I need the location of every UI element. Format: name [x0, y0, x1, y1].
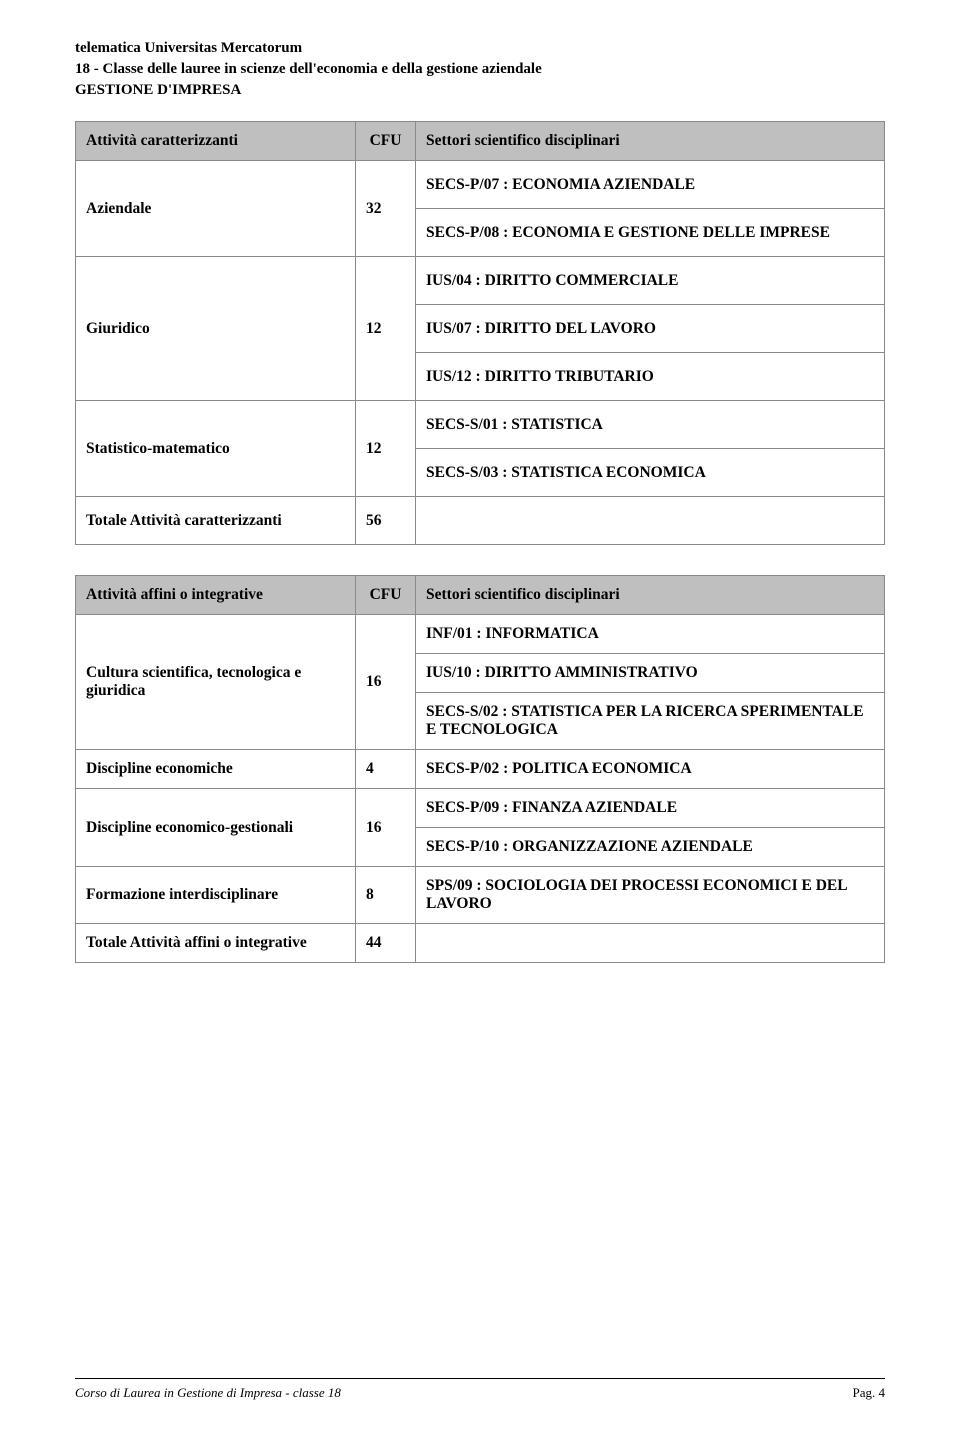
t2-r3-label: Discipline economico-gestionali	[76, 789, 356, 867]
t2-r2-s1: SECS-P/02 : POLITICA ECONOMICA	[416, 750, 885, 789]
t2-r3-cfu: 16	[356, 789, 416, 867]
t2-total-empty	[416, 924, 885, 963]
t2-r1-s3: SECS-S/02 : STATISTICA PER LA RICERCA SP…	[416, 693, 885, 750]
t2-total-label: Totale Attività affini o integrative	[76, 924, 356, 963]
t1-r3-label: Statistico-matematico	[76, 401, 356, 497]
t2-r1-s1: INF/01 : INFORMATICA	[416, 615, 885, 654]
t1-r1-s2: SECS-P/08 : ECONOMIA E GESTIONE DELLE IM…	[416, 209, 885, 257]
t1-header-attivita: Attività caratterizzanti	[76, 122, 356, 161]
t1-r2-s3: IUS/12 : DIRITTO TRIBUTARIO	[416, 353, 885, 401]
t1-r1-label: Aziendale	[76, 161, 356, 257]
t2-r2-label: Discipline economiche	[76, 750, 356, 789]
t2-r3-s1: SECS-P/09 : FINANZA AZIENDALE	[416, 789, 885, 828]
t1-total-empty	[416, 497, 885, 545]
t2-r2-cfu: 4	[356, 750, 416, 789]
t2-header-cfu: CFU	[356, 576, 416, 615]
table-caratterizzanti: Attività caratterizzanti CFU Settori sci…	[75, 121, 885, 545]
t1-header-settori: Settori scientifico disciplinari	[416, 122, 885, 161]
t2-r4-s1: SPS/09 : SOCIOLOGIA DEI PROCESSI ECONOMI…	[416, 867, 885, 924]
footer-right: Pag. 4	[853, 1385, 886, 1401]
t1-r3-cfu: 12	[356, 401, 416, 497]
t1-r2-cfu: 12	[356, 257, 416, 401]
t1-r3-s1: SECS-S/01 : STATISTICA	[416, 401, 885, 449]
t1-r2-s1: IUS/04 : DIRITTO COMMERCIALE	[416, 257, 885, 305]
t2-r1-cfu: 16	[356, 615, 416, 750]
header-line-2: 18 - Classe delle lauree in scienze dell…	[75, 61, 885, 78]
t1-r1-cfu: 32	[356, 161, 416, 257]
t2-total-cfu: 44	[356, 924, 416, 963]
table-affini: Attività affini o integrative CFU Settor…	[75, 575, 885, 963]
t1-r3-s2: SECS-S/03 : STATISTICA ECONOMICA	[416, 449, 885, 497]
t1-header-cfu: CFU	[356, 122, 416, 161]
t1-r2-s2: IUS/07 : DIRITTO DEL LAVORO	[416, 305, 885, 353]
t1-r2-label: Giuridico	[76, 257, 356, 401]
t1-r1-s1: SECS-P/07 : ECONOMIA AZIENDALE	[416, 161, 885, 209]
footer: Corso di Laurea in Gestione di Impresa -…	[75, 1378, 885, 1401]
t2-r4-cfu: 8	[356, 867, 416, 924]
t2-r3-s2: SECS-P/10 : ORGANIZZAZIONE AZIENDALE	[416, 828, 885, 867]
t2-r4-label: Formazione interdisciplinare	[76, 867, 356, 924]
header-line-1: telematica Universitas Mercatorum	[75, 40, 885, 57]
t1-total-label: Totale Attività caratterizzanti	[76, 497, 356, 545]
header-line-3: GESTIONE D'IMPRESA	[75, 82, 885, 99]
t2-header-settori: Settori scientifico disciplinari	[416, 576, 885, 615]
footer-left: Corso di Laurea in Gestione di Impresa -…	[75, 1385, 341, 1401]
t2-header-attivita: Attività affini o integrative	[76, 576, 356, 615]
t2-r1-s2: IUS/10 : DIRITTO AMMINISTRATIVO	[416, 654, 885, 693]
t2-r1-label: Cultura scientifica, tecnologica e giuri…	[76, 615, 356, 750]
t1-total-cfu: 56	[356, 497, 416, 545]
